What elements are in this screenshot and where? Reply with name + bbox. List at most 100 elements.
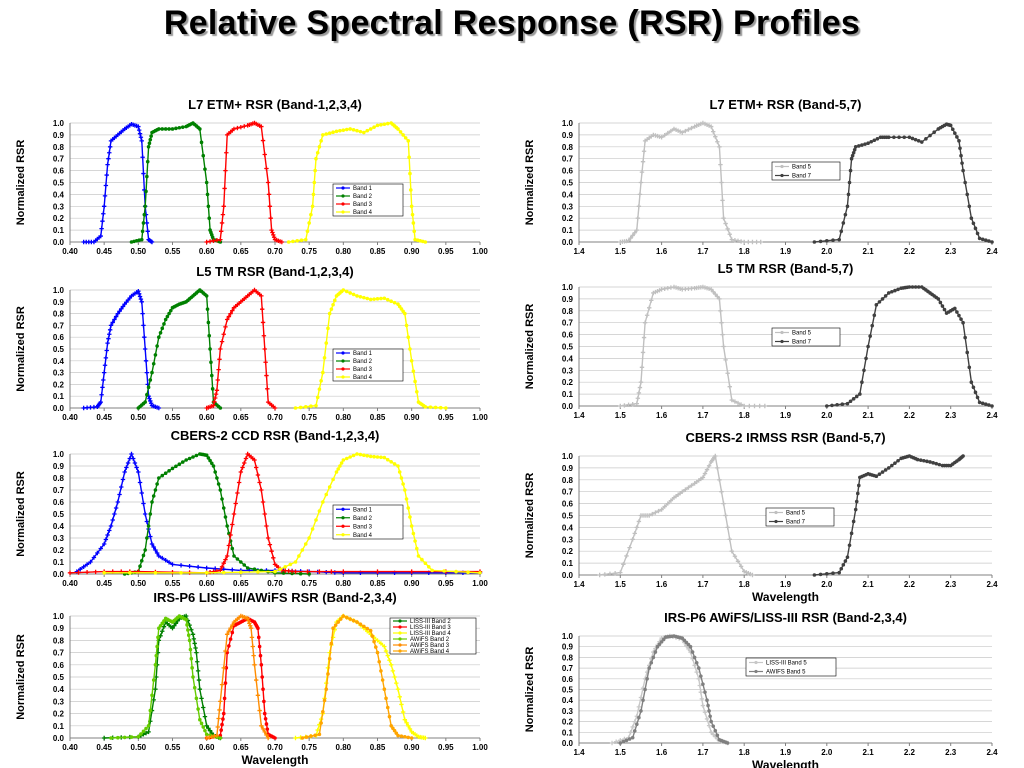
series-band-7-point [837, 570, 841, 575]
series-liss-iii-band-3-point [222, 696, 227, 701]
series-awifs-band-5-point [632, 729, 637, 733]
series-band-2-point [151, 361, 156, 366]
series-band-4-point [372, 454, 376, 459]
x-tick-label: 0.65 [233, 579, 249, 588]
series-liss-iii-band-2-point [199, 696, 204, 701]
series-band-4-point [399, 476, 404, 480]
series-band-1-point [88, 559, 93, 565]
series-band-3-point [223, 557, 228, 562]
series-band-7-point [818, 239, 823, 244]
series-awifs-band-4-point [365, 626, 370, 631]
series-band-7-point [987, 239, 991, 243]
series-band-7-point [862, 368, 866, 373]
series-band-1-point [101, 211, 106, 216]
series-band-4-point [278, 567, 282, 571]
series-band-3-point [293, 569, 298, 574]
x-tick-label: 0.40 [62, 579, 78, 588]
series-liss-iii-band-2-point [206, 726, 211, 731]
x-tick-label: 2.3 [945, 580, 957, 589]
series-band-1-point [102, 193, 108, 199]
x-axis-label: Wavelength [242, 753, 309, 767]
series-band-3-point [93, 569, 98, 575]
series-awifs-band-3-point [216, 716, 221, 721]
series-band-1-point [120, 477, 126, 482]
series-awifs-band-4-point [379, 669, 383, 673]
series-liss-iii-band-2-point [172, 623, 177, 628]
legend-label: Band 1 [353, 351, 373, 357]
series-band-2-point [155, 344, 159, 348]
series-band-5-point [612, 571, 618, 576]
series-band-7-point [955, 135, 959, 139]
series-awifs-band-2-point [190, 666, 194, 670]
series-band-4-point [382, 455, 387, 460]
x-tick-label: 1.5 [615, 411, 627, 420]
series-band-5-point [762, 403, 768, 409]
series-awifs-band-5-point [715, 733, 720, 738]
series-awifs-band-2-point [186, 633, 191, 638]
series-awifs-band-5-point [696, 666, 701, 670]
series-band-4-point [324, 492, 329, 497]
series-band-5-point [635, 216, 641, 221]
series-band-4 [102, 452, 482, 575]
series-band-4-point [305, 229, 310, 234]
y-tick-label: 0.4 [562, 523, 574, 532]
series-band-5-point [746, 239, 751, 245]
y-tick-label: 0.7 [53, 321, 65, 330]
series-liss-iii-band-2-point [153, 687, 158, 692]
series-band-7-point [957, 313, 961, 318]
series-awifs-band-3-point [245, 616, 250, 621]
series-awifs-band-4-point [304, 735, 309, 739]
series-band-7-point [857, 483, 861, 488]
series-awifs-band-2-point [191, 675, 195, 679]
series-band-4-point [338, 128, 342, 133]
series-liss-iii-band-3-point [273, 736, 277, 740]
legend-marker [341, 524, 345, 528]
x-tick-label: 0.90 [404, 579, 420, 588]
series-band-1-point [142, 511, 148, 517]
y-tick-label: 0.4 [562, 190, 574, 199]
series-band-1-point [141, 171, 146, 176]
series-awifs-band-3-point [248, 623, 253, 628]
series-band-3-point [213, 391, 219, 397]
y-tick-label: 0.6 [562, 500, 574, 509]
y-tick-label: 0.6 [562, 675, 574, 684]
series-band-1-point [105, 532, 110, 538]
series-band-1-point [115, 311, 121, 316]
series-band-1-point [144, 220, 150, 226]
series-band-3-point [226, 543, 232, 548]
series-band-5-point [626, 402, 631, 408]
series-band-2 [136, 288, 223, 410]
series-band-2-point [209, 373, 214, 378]
x-tick-label: 0.45 [96, 413, 112, 422]
series-band-7-point [913, 137, 918, 142]
series-band-1-point [103, 537, 109, 542]
x-tick-label: 1.8 [739, 580, 751, 589]
y-tick-label: 0.1 [53, 226, 65, 235]
series-awifs-band-4-point [399, 734, 404, 738]
series-band-5-point [683, 128, 688, 134]
series-band-4-point [319, 379, 323, 383]
series-awifs-band-5-point [657, 642, 662, 647]
series-band-1-point [101, 204, 107, 209]
series-awifs-band-5-point [711, 724, 716, 728]
series-band-7-point [883, 294, 888, 298]
legend-label: Band 2 [353, 359, 373, 365]
series-band-2-point [218, 240, 223, 244]
series-band-7-point [971, 221, 976, 226]
series-band-1-point [137, 480, 143, 485]
series-band-4-point [312, 180, 317, 185]
y-tick-label: 0.8 [53, 636, 65, 645]
series-band-7-point [857, 144, 861, 148]
series-band-4-point [309, 212, 313, 217]
series-band-1-point [110, 320, 115, 325]
series-awifs-band-2-point [150, 693, 154, 698]
series-awifs-band-3-point [226, 629, 232, 634]
series-band-7-point [890, 289, 894, 294]
series-band-7-point [875, 136, 880, 141]
y-tick-label: 0.3 [562, 366, 574, 375]
legend: Band 1 Band 2 Band 3 Band 4 [332, 348, 404, 382]
series-band-7-point [957, 139, 961, 143]
series-band-5 [618, 120, 763, 245]
series-band-5-point [630, 233, 635, 238]
series-band-7-point [960, 161, 964, 165]
